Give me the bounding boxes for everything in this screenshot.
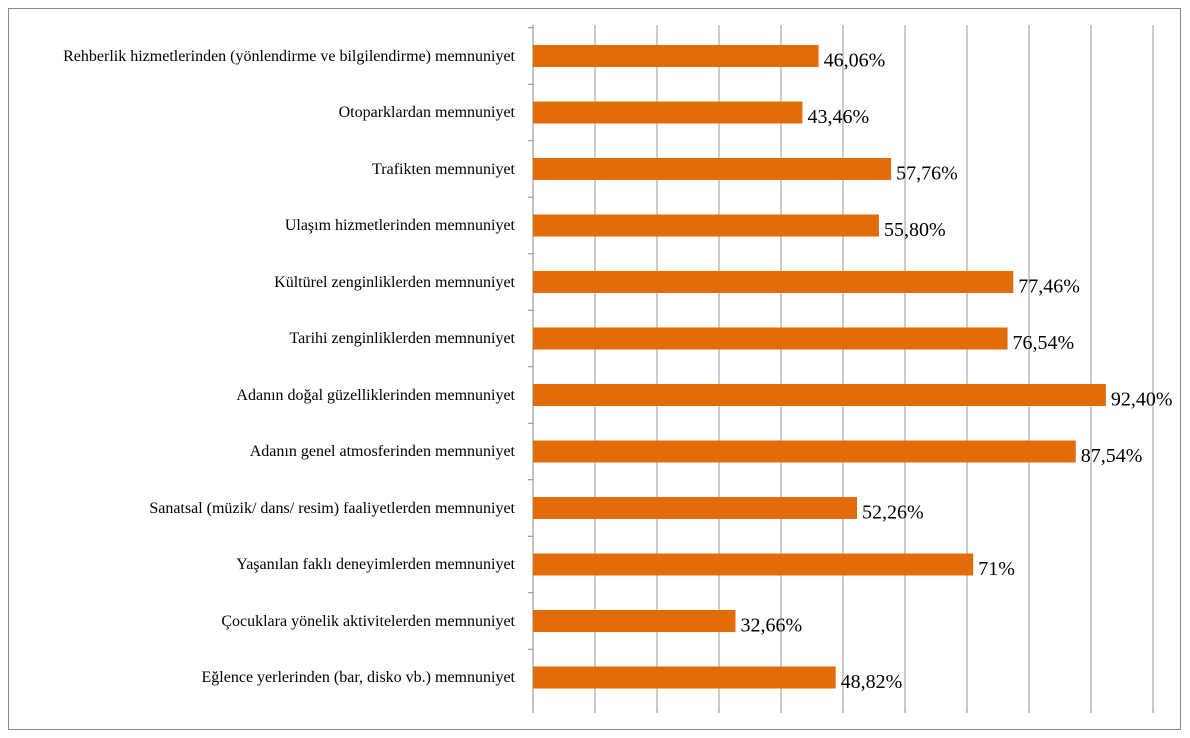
category-label: Ulaşım hizmetlerinden memnuniyet <box>284 217 515 234</box>
category-label: Kültürel zenginliklerden memnuniyet <box>274 273 515 291</box>
bar <box>533 497 858 519</box>
category-label: Adanın doğal güzelliklerinden memnuniyet <box>236 386 515 404</box>
category-label: Eğlence yerlerinden (bar, disko vb.) mem… <box>201 669 515 686</box>
bar <box>533 666 836 689</box>
category-label: Otoparklardan memnuniyet <box>338 104 515 121</box>
category-label: Adanın genel atmosferinden memnuniyet <box>249 443 515 460</box>
category-label: Çocuklara yönelik aktivitelerden memnuni… <box>221 612 515 630</box>
category-label: Tarihi zenginliklerden memnuniyet <box>289 330 515 347</box>
category-label: Yaşanılan faklı deneyimlerden memnuniyet <box>236 556 515 573</box>
value-label: 77,46% <box>1018 276 1080 298</box>
bar <box>533 214 879 237</box>
value-label: 55,80% <box>884 219 946 241</box>
value-label: 71% <box>978 558 1015 580</box>
bar <box>533 553 974 576</box>
value-label: 52,26% <box>862 502 924 524</box>
value-label: 76,54% <box>1013 332 1075 354</box>
value-label: 46,06% <box>824 50 886 72</box>
category-label: Trafikten memnuniyet <box>372 160 515 178</box>
bar <box>533 271 1014 293</box>
chart-border <box>8 8 1181 730</box>
value-label: 48,82% <box>841 671 903 693</box>
bar <box>533 158 892 180</box>
value-label: 87,54% <box>1081 445 1143 467</box>
bar <box>533 45 819 67</box>
category-label: Rehberlik hizmetlerinden (yönlendirme ve… <box>63 47 515 65</box>
bar <box>533 327 1008 350</box>
bar <box>533 384 1106 406</box>
value-label: 32,66% <box>740 615 802 637</box>
category-label: Sanatsal (müzik/ dans/ resim) faaliyetle… <box>149 499 515 517</box>
bar <box>533 440 1076 463</box>
bar <box>533 610 736 632</box>
bar <box>533 101 803 124</box>
value-label: 92,40% <box>1111 389 1173 411</box>
value-label: 57,76% <box>896 163 958 185</box>
value-label: 43,46% <box>807 106 869 128</box>
